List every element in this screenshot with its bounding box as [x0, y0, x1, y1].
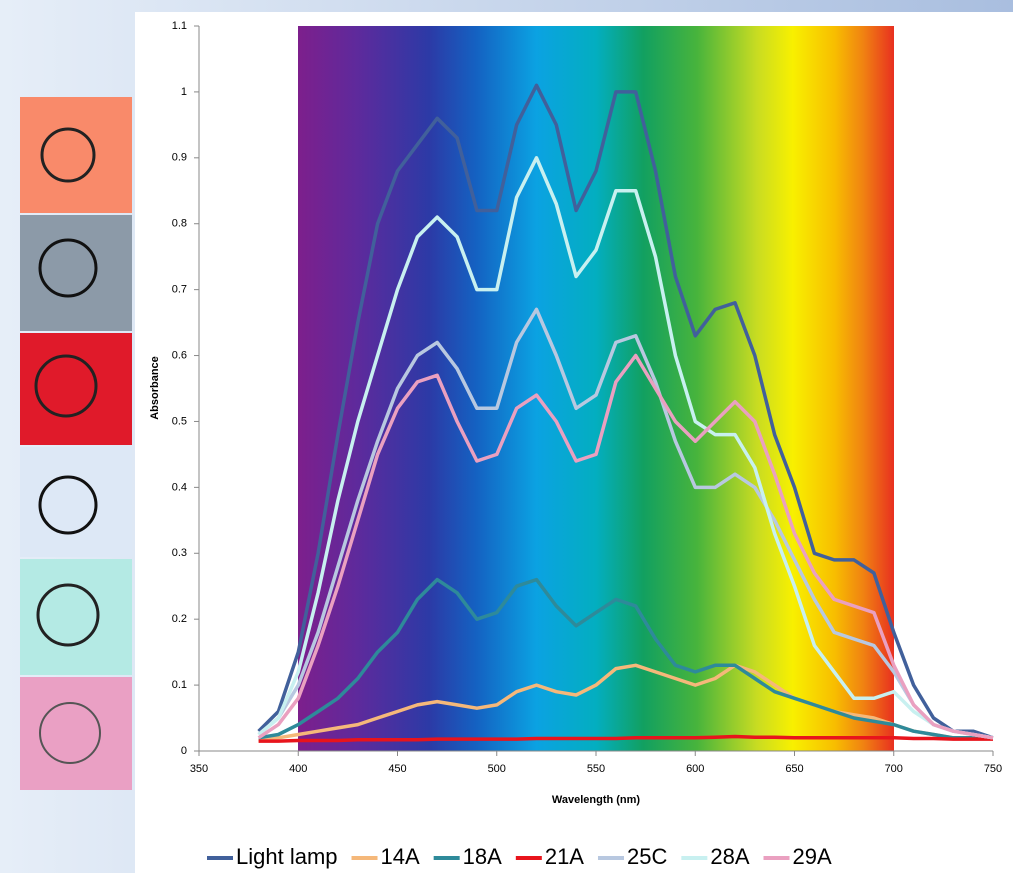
x-tick-label: 500 [488, 763, 506, 775]
y-tick-label: 0.2 [172, 613, 187, 625]
y-tick-label: 0.9 [172, 152, 187, 164]
legend-label: Light lamp [236, 844, 338, 869]
legend-label: 18A [463, 844, 502, 869]
sample-images [20, 97, 132, 790]
y-tick-label: 0.1 [172, 679, 187, 691]
y-axis-label: Absorbance [149, 356, 161, 420]
y-tick-label: 0.8 [172, 218, 187, 230]
legend-label: 28A [710, 844, 749, 869]
y-tick-label: 1 [181, 86, 187, 98]
series-line [257, 353, 994, 740]
series-line [258, 663, 993, 743]
series-line [258, 577, 993, 740]
legend-label: 14A [381, 844, 420, 869]
series-line [257, 156, 994, 740]
legend-label: 21A [545, 844, 584, 869]
series-line [257, 307, 994, 740]
y-tick-label: 0.5 [172, 415, 187, 427]
y-tick-label: 0.4 [172, 481, 187, 493]
x-tick-label: 400 [289, 763, 307, 775]
x-tick-label: 550 [587, 763, 605, 775]
y-tick-label: 0 [181, 745, 187, 757]
x-tick-label: 350 [190, 763, 208, 775]
x-tick-label: 450 [388, 763, 406, 775]
legend-label: 25C [627, 844, 667, 869]
y-tick-label: 0.7 [172, 284, 187, 296]
x-tick-label: 700 [885, 763, 903, 775]
series-line [257, 83, 994, 740]
x-tick-label: 600 [686, 763, 704, 775]
legend-label: 29A [793, 844, 832, 869]
series-line [258, 734, 993, 743]
x-axis-label: Wavelength (nm) [552, 794, 641, 806]
x-tick-label: 650 [785, 763, 803, 775]
x-tick-label: 750 [984, 763, 1002, 775]
y-tick-label: 1.1 [172, 20, 187, 32]
y-tick-label: 0.3 [172, 547, 187, 559]
y-tick-label: 0.6 [172, 349, 187, 361]
